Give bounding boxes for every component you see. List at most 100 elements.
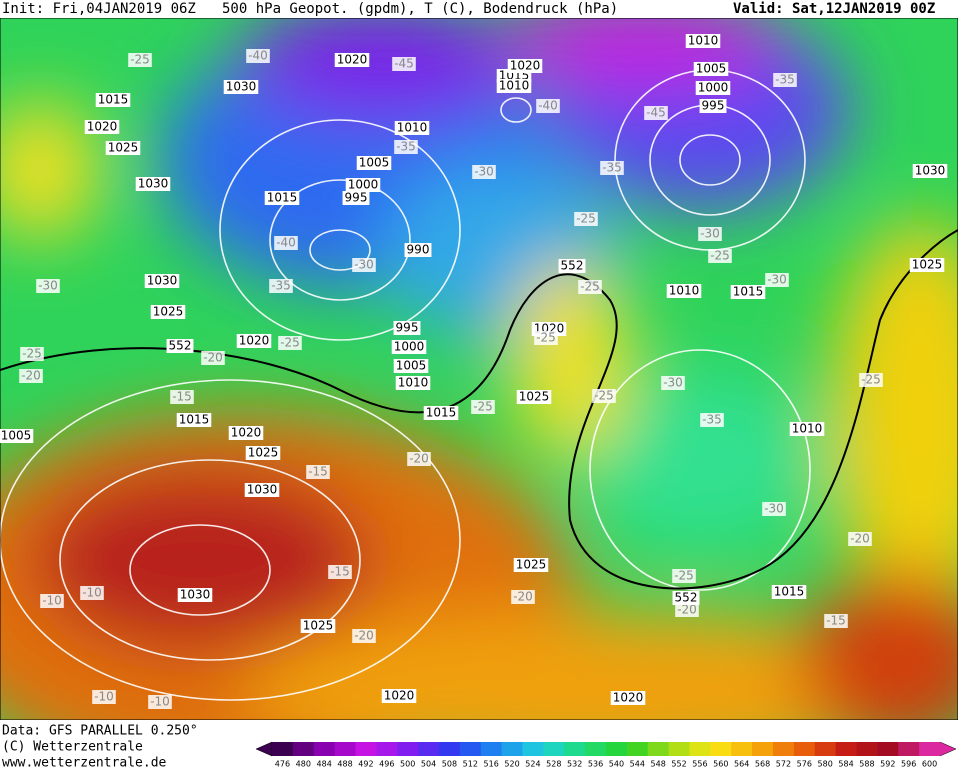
- temperature-label-box: [80, 586, 104, 600]
- pressure-label-box: [513, 558, 549, 572]
- init-time: Init: Fri,04JAN2019 06Z: [2, 1, 196, 17]
- temperature-label-group: -35: [700, 413, 724, 427]
- pressure-label: 1010: [397, 121, 428, 135]
- pressure-label-group: 1010: [395, 376, 431, 390]
- temperature-label-group: -30: [36, 279, 60, 293]
- pressure-label: 1000: [348, 178, 379, 192]
- temperature-label-box: [407, 452, 431, 466]
- temperature-label-box: [392, 57, 416, 71]
- pressure-label-group: 1015: [730, 285, 766, 299]
- temperature-label: -25: [280, 336, 300, 350]
- temperature-label-box: [574, 212, 598, 226]
- pressure-label: 1030: [138, 177, 169, 191]
- temperature-label: -30: [474, 165, 494, 179]
- pressure-label-group: 1005: [0, 429, 34, 443]
- colorbar-swatch: [522, 742, 544, 756]
- colorbar-label: 556: [692, 760, 707, 769]
- pressure-label: 1015: [426, 406, 457, 420]
- colorbar-swatch: [773, 742, 795, 756]
- colorbar-label: 584: [838, 760, 853, 769]
- colorbar-swatch: [919, 742, 941, 756]
- pressure-label-group: 1000: [695, 81, 731, 95]
- temperature-label-group: -35: [269, 279, 293, 293]
- pressure-label-box: [356, 156, 392, 170]
- colorbar-label: 496: [379, 760, 394, 769]
- pressure-label-box: [789, 422, 825, 436]
- colorbar-swatch: [752, 742, 774, 756]
- pressure-label-group: 1020: [507, 59, 543, 73]
- pressure-label: 1015: [267, 191, 298, 205]
- pressure-label-group: 1030: [135, 177, 171, 191]
- temperature-label-group: -35: [600, 161, 624, 175]
- pressure-label-box: [0, 429, 34, 443]
- temperature-label-box: [859, 373, 883, 387]
- temperature-label: -40: [248, 49, 268, 63]
- temperature-label-box: [40, 594, 64, 608]
- pressure-label: 1025: [153, 305, 184, 319]
- temperature-label: -20: [203, 351, 223, 365]
- pressure-label: 1020: [87, 120, 118, 134]
- temperature-label: -10: [150, 695, 170, 709]
- temperature-label-group: -20: [675, 603, 699, 617]
- temperature-label: -10: [82, 586, 102, 600]
- pressure-label: 1005: [696, 62, 727, 76]
- temperature-label-group: -20: [352, 629, 376, 643]
- pressure-label-box: [699, 99, 727, 113]
- temperature-label: -30: [764, 502, 784, 516]
- pressure-label-box: [391, 340, 427, 354]
- data-source: Data: GFS PARALLEL 0.250°: [2, 724, 198, 739]
- temperature-label-group: -20: [201, 351, 225, 365]
- temperature-label-box: [394, 140, 418, 154]
- pressure-label-group: 1020: [236, 334, 272, 348]
- colorbar-label: 528: [546, 760, 561, 769]
- pressure-label-group: 1020: [381, 689, 417, 703]
- colorbar-swatch: [793, 742, 816, 756]
- pressure-label-box: [516, 390, 552, 404]
- temperature-label: -35: [396, 140, 416, 154]
- pressure-label-box: [135, 177, 171, 191]
- temperature-label-group: -25: [128, 53, 152, 67]
- colorbar-swatch: [668, 742, 690, 756]
- colorbar-swatch: [647, 742, 670, 756]
- pressure-label-box: [730, 285, 766, 299]
- temperature-label-box: [661, 376, 685, 390]
- pressure-label-group: 1015: [264, 191, 300, 205]
- temperature-label-group: -45: [392, 57, 416, 71]
- pressure-label: 995: [702, 99, 725, 113]
- temperature-label-group: -15: [824, 614, 848, 628]
- colorbar-swatch: [376, 742, 398, 756]
- temperature-label-group: -20: [848, 532, 872, 546]
- temperature-label-group: -40: [274, 236, 298, 250]
- temperature-label-box: [269, 279, 293, 293]
- colorbar-label: 488: [337, 760, 352, 769]
- temperature-label-group: -25: [471, 400, 495, 414]
- pressure-label: 1010: [792, 422, 823, 436]
- pressure-label: 1030: [180, 588, 211, 602]
- temperature-label-box: [600, 161, 624, 175]
- temperature-label: -20: [513, 590, 533, 604]
- temperature-label-box: [592, 389, 616, 403]
- temperature-label-box: [19, 369, 43, 383]
- colorbar-label: 512: [463, 760, 478, 769]
- temperature-label-box: [536, 99, 560, 113]
- pressure-label: 1020: [384, 689, 415, 703]
- temperature-label-group: -15: [328, 565, 352, 579]
- colorbar-label: 544: [630, 760, 645, 769]
- pressure-label-box: [909, 258, 945, 272]
- colorbar-label: 588: [859, 760, 874, 769]
- colorbar-arrow-left: [255, 741, 273, 757]
- temperature-label-box: [472, 165, 496, 179]
- pressure-label-group: 1025: [516, 390, 552, 404]
- pressure-label: 1025: [519, 390, 550, 404]
- temperature-label-group: -25: [534, 331, 558, 345]
- temperature-label: -40: [276, 236, 296, 250]
- temperature-label-group: -25: [672, 569, 696, 583]
- pressure-label-box: [84, 120, 120, 134]
- pressure-label-group: 1005: [393, 359, 429, 373]
- temperature-label-group: -25: [708, 249, 732, 263]
- temperature-label-group: -30: [661, 376, 685, 390]
- valid-time: Valid: Sat,12JAN2019 00Z: [733, 1, 935, 17]
- temperature-label-group: -10: [40, 594, 64, 608]
- pressure-label-group: 1020: [610, 691, 646, 705]
